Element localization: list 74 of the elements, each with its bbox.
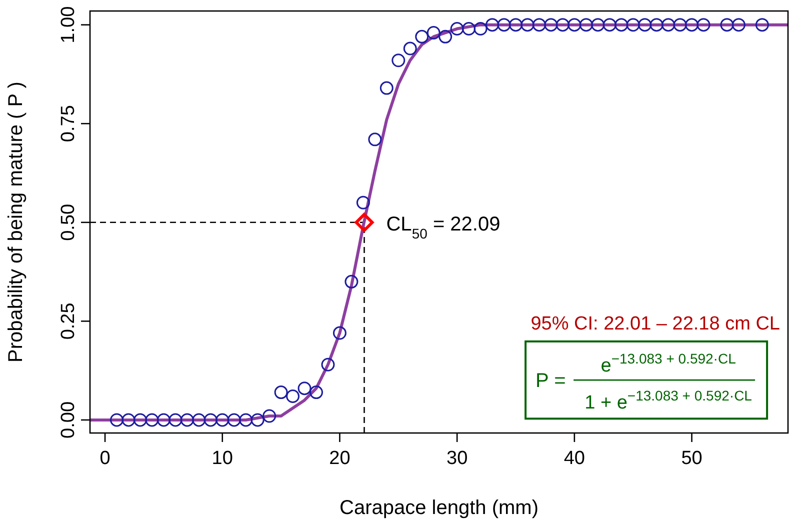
x-tick-label: 0 [100,448,110,469]
point [474,22,488,36]
annotation: 95% CI: 22.01 – 22.18 cm CL [530,313,780,334]
point [156,413,170,427]
x-tick-label: 20 [329,448,350,469]
point [486,18,500,32]
y-tick-label: 0.50 [58,204,79,241]
point [368,132,382,146]
point [720,18,734,32]
point [192,413,206,427]
annotation: 1 + e$^{−13.083 + 0.592·CL}$ [584,388,752,414]
point [732,18,746,32]
point [180,413,194,427]
annotation: P = [536,370,566,392]
point [614,18,628,32]
point [332,326,346,340]
x-tick-label: 40 [564,448,585,469]
point [755,18,769,32]
x-axis-title: Carapace length (mm) [340,497,538,519]
point [415,30,429,44]
y-axis-title: Probability of being mature ( P ) [5,82,27,362]
point [122,413,136,427]
point [274,386,288,400]
point [110,413,124,427]
x-tick-label: 10 [212,448,233,469]
y-tick-label: 0.00 [58,401,79,438]
annotation: CL$_{50}$ = 22.09 [386,213,500,242]
point [685,18,699,32]
formula-box: P = e$^{−13.083 + 0.592·CL}$ 1 + e$^{−13.083 + 0.592·CL}$ [524,340,768,420]
point [497,18,511,32]
point [250,413,264,427]
point [438,30,452,44]
point [508,18,522,32]
point [310,386,323,400]
point [286,390,300,404]
point [602,18,616,32]
x-tick-label: 30 [446,448,468,469]
point [626,18,640,32]
point [520,18,534,32]
point [426,26,440,40]
point [450,22,464,36]
point [462,22,476,36]
point [321,358,335,372]
point [638,18,652,32]
point [591,18,605,32]
point [544,18,558,32]
point [579,18,593,32]
point [556,18,570,32]
point [354,212,374,232]
point [168,413,182,427]
y-tick-label: 0.25 [58,302,79,340]
point [344,274,358,288]
point [650,18,664,32]
x-tick-label: 50 [681,448,702,469]
point [662,18,676,32]
point [568,18,582,32]
point [227,413,241,427]
point [696,18,710,32]
point [403,42,417,56]
y-tick-label: 1.00 [58,6,79,44]
point [145,413,159,427]
point [532,18,546,32]
point [133,413,147,427]
point [356,196,370,210]
point [673,18,687,32]
point [380,81,394,95]
point [239,413,253,427]
annotation: e$^{−13.083 + 0.592·CL}$ [600,350,736,376]
point [262,409,276,423]
y-tick-label: 0.75 [58,105,79,142]
point [216,413,230,427]
point [392,54,406,68]
point [204,413,218,427]
point [298,382,312,396]
